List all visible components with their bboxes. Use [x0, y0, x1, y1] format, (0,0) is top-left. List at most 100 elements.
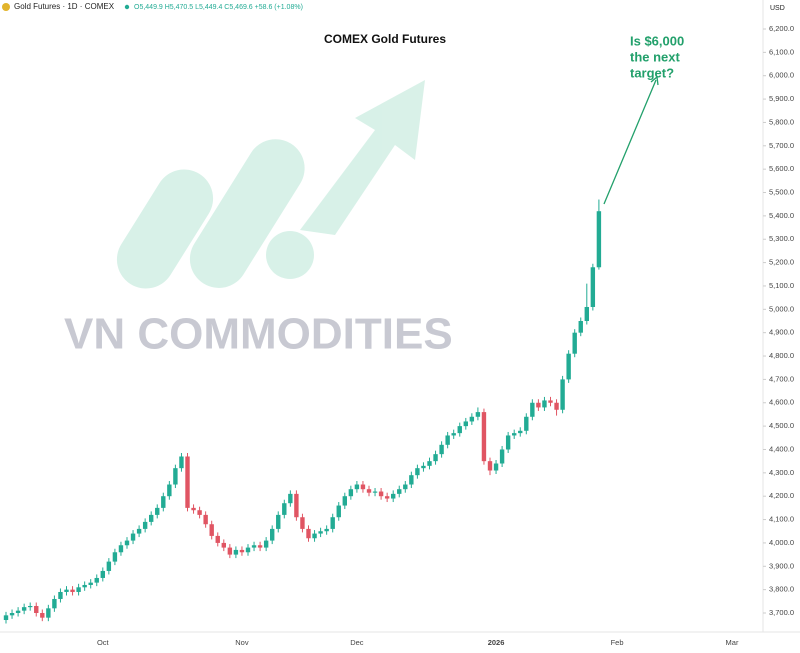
candle-body — [463, 421, 468, 427]
logo-bar — [189, 139, 305, 288]
candle-body — [270, 528, 275, 541]
candle-body — [185, 456, 190, 508]
y-tick-label: 5,600.0 — [769, 164, 794, 173]
candle-body — [306, 528, 311, 539]
candle-body — [372, 491, 378, 493]
candle-body — [397, 489, 402, 494]
candle-body — [288, 493, 293, 504]
y-tick-label: 5,400.0 — [769, 211, 794, 220]
candle-body — [9, 613, 15, 616]
y-tick-label: 4,300.0 — [769, 468, 794, 477]
candle-body — [427, 461, 432, 466]
logo-bar — [116, 169, 214, 289]
candle-body — [221, 542, 226, 548]
candle-body — [566, 353, 571, 380]
x-tick-label: Nov — [235, 638, 249, 647]
watermark-text: VN COMMODITIES — [64, 310, 453, 359]
candle-body — [276, 514, 281, 529]
candle-body — [294, 493, 299, 518]
candle-body — [518, 430, 523, 434]
candle-body — [136, 528, 142, 534]
candle-body — [197, 510, 202, 515]
candle-body — [584, 306, 589, 321]
y-tick-label: 5,300.0 — [769, 234, 794, 243]
candle-body — [263, 540, 269, 548]
x-tick-label: Oct — [97, 638, 110, 647]
y-tick-label: 5,100.0 — [769, 281, 794, 290]
y-tick-label: 5,500.0 — [769, 188, 794, 197]
annotation-arrow — [603, 79, 657, 205]
candle-body — [28, 605, 33, 608]
candle-body — [100, 570, 105, 578]
y-tick-label: 5,800.0 — [769, 117, 794, 126]
logo-arrow — [300, 80, 425, 235]
quote: O5,449.9 H5,470.5 L5,449.4 C5,469.6 +58.… — [134, 4, 303, 11]
candle-body — [590, 267, 596, 307]
candle-body — [300, 517, 305, 529]
candle-body — [34, 605, 39, 613]
y-tick-label: 4,700.0 — [769, 374, 794, 383]
candle-body — [318, 531, 323, 534]
status-dot — [124, 4, 130, 10]
candle-body — [330, 517, 335, 529]
y-tick-label: 4,100.0 — [769, 515, 794, 524]
candle-body — [94, 577, 99, 583]
candle-body — [445, 435, 450, 445]
candle-body — [560, 379, 565, 410]
symbol: Gold Futures · 1D · COMEX — [14, 2, 115, 11]
candle-body — [227, 547, 233, 555]
candle-body — [342, 496, 347, 506]
candle-body — [179, 456, 184, 469]
chart-title: COMEX Gold Futures — [324, 32, 446, 46]
currency: USD — [770, 5, 785, 12]
candle-body — [142, 521, 148, 529]
candle-body — [173, 468, 178, 485]
candle-body — [403, 484, 408, 490]
candle-body — [439, 444, 444, 455]
annotation: the next — [630, 49, 681, 64]
y-tick-label: 4,600.0 — [769, 398, 794, 407]
candle-body — [70, 589, 75, 592]
y-tick-label: 4,800.0 — [769, 351, 794, 360]
candle-body — [257, 545, 263, 548]
candle-body — [596, 211, 602, 268]
candle-body — [409, 475, 414, 485]
y-tick-label: 5,000.0 — [769, 304, 794, 313]
candle-body — [106, 561, 112, 571]
candle-body — [433, 454, 438, 462]
candle-body — [233, 549, 239, 555]
candle-body — [245, 547, 251, 553]
x-tick-label: Feb — [611, 638, 624, 647]
candle-body — [282, 503, 287, 515]
candle-body — [40, 613, 45, 618]
x-tick-label: Dec — [350, 638, 364, 647]
candle-body — [378, 491, 384, 497]
candle-body — [64, 589, 69, 592]
candle-body — [354, 484, 360, 490]
candle-body — [118, 545, 124, 553]
candle-body — [130, 533, 136, 541]
y-tick-label: 3,800.0 — [769, 585, 794, 594]
candle-body — [530, 402, 535, 417]
candle-body — [76, 587, 81, 592]
candle-body — [505, 435, 511, 450]
candle-body — [124, 540, 130, 546]
x-tick-label: Mar — [726, 638, 739, 647]
candle-body — [457, 426, 462, 434]
y-tick-label: 3,900.0 — [769, 561, 794, 570]
candle-body — [215, 535, 220, 543]
candle-body — [155, 507, 160, 515]
candle-body — [58, 591, 63, 599]
y-tick-label: 6,100.0 — [769, 47, 794, 56]
y-tick-label: 5,200.0 — [769, 258, 794, 267]
y-tick-label: 4,200.0 — [769, 491, 794, 500]
candle-body — [578, 321, 583, 333]
candle-body — [391, 493, 396, 499]
candle-body — [3, 615, 9, 621]
candle-body — [493, 463, 499, 471]
annotation-arrowhead — [650, 75, 659, 86]
candle-body — [554, 402, 559, 410]
candle-body — [487, 461, 493, 471]
watermark-logo — [116, 80, 425, 289]
